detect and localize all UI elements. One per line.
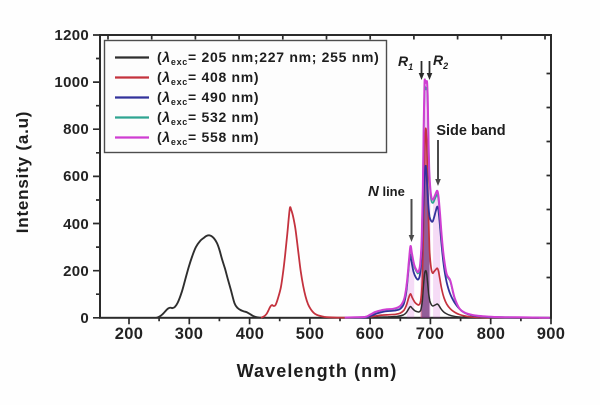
svg-text:N line: N line — [368, 183, 405, 200]
svg-text:700: 700 — [416, 325, 444, 343]
svg-text:900: 900 — [537, 325, 565, 343]
svg-text:Intensity (a.u): Intensity (a.u) — [13, 111, 32, 234]
svg-text:Wavelength (nm): Wavelength (nm) — [237, 361, 398, 381]
svg-text:800: 800 — [477, 325, 505, 343]
svg-text:200: 200 — [63, 263, 89, 280]
svg-text:(λexc= 205 nm;227 nm; 255 nm): (λexc= 205 nm;227 nm; 255 nm) — [157, 49, 380, 67]
svg-text:1200: 1200 — [54, 27, 89, 44]
svg-text:600: 600 — [356, 325, 384, 343]
svg-text:400: 400 — [63, 216, 89, 233]
svg-text:0: 0 — [80, 310, 89, 327]
svg-text:500: 500 — [296, 325, 324, 343]
svg-text:Side band: Side band — [436, 123, 505, 139]
svg-text:600: 600 — [63, 168, 89, 185]
svg-text:200: 200 — [115, 325, 143, 343]
svg-text:1000: 1000 — [54, 74, 89, 91]
svg-text:400: 400 — [236, 325, 264, 343]
svg-text:(λexc= 532 nm): (λexc= 532 nm) — [157, 109, 259, 127]
svg-text:800: 800 — [63, 121, 89, 138]
svg-text:300: 300 — [175, 325, 203, 343]
